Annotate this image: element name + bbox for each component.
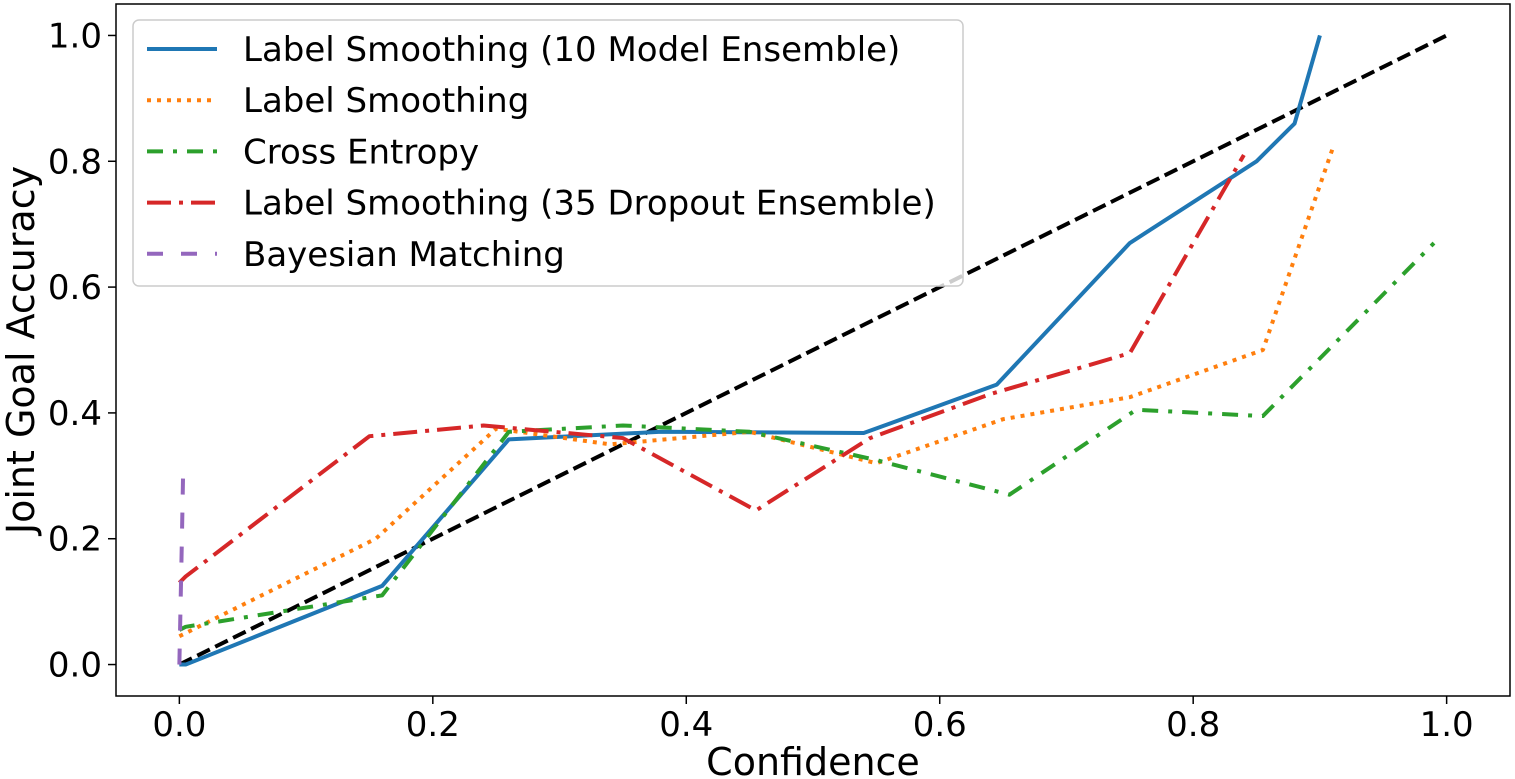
- legend-box: [132, 19, 964, 287]
- legend-label: Label Smoothing: [243, 81, 529, 121]
- y-axis-label: Joint Goal Accuracy: [0, 166, 43, 536]
- plot-area-frame: [115, 3, 1511, 697]
- x-tick-label: 0.4: [659, 705, 713, 745]
- y-tick-label: 0.0: [48, 646, 102, 686]
- reference-line: [178, 33, 1448, 667]
- reference-line-group: [178, 33, 1448, 667]
- x-tick-label: 0.6: [913, 705, 967, 745]
- series-line-4: [177, 153, 1246, 585]
- y-tick-label: 0.2: [48, 520, 102, 560]
- y-tick-label: 0.4: [48, 394, 102, 434]
- legend-label: Cross Entropy: [243, 132, 479, 172]
- x-axis-ticks: 0.0 0.2 0.4 0.6 0.8 1.0: [152, 696, 1474, 745]
- series-group: [177, 34, 1436, 667]
- legend-label: Label Smoothing (35 Dropout Ensemble): [243, 184, 936, 224]
- legend-label: Label Smoothing (10 Model Ensemble): [243, 30, 900, 70]
- axes: [115, 3, 1511, 697]
- legend: Label Smoothing (10 Model Ensemble) Label…: [132, 19, 964, 287]
- x-tick-label: 1.0: [1420, 705, 1474, 745]
- y-tick-label: 1.0: [48, 16, 102, 56]
- x-tick-label: 0.8: [1166, 705, 1220, 745]
- series-line-1: [179, 34, 1322, 667]
- x-axis-label: Confidence: [706, 740, 920, 779]
- legend-label: Bayesian Matching: [243, 235, 565, 275]
- y-tick-label: 0.8: [48, 142, 102, 182]
- x-tick-label: 0.0: [152, 705, 206, 745]
- y-tick-label: 0.6: [48, 268, 102, 308]
- x-tick-label: 0.2: [406, 705, 460, 745]
- y-axis-ticks: 0.0 0.2 0.4 0.6 0.8 1.0: [48, 16, 116, 686]
- series-line-3: [178, 241, 1436, 632]
